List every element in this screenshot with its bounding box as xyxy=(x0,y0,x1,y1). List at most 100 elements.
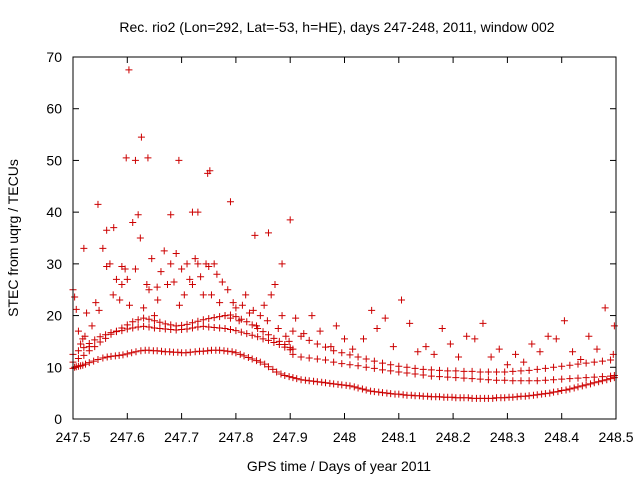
data-point xyxy=(148,255,156,263)
data-point xyxy=(379,366,387,374)
data-point xyxy=(156,325,164,332)
data-point xyxy=(326,379,334,387)
data-point xyxy=(354,384,362,392)
data-point xyxy=(463,332,471,340)
data-point xyxy=(574,374,582,382)
data-point xyxy=(297,376,305,384)
data-point xyxy=(590,358,598,366)
data-point xyxy=(346,361,354,369)
data-point xyxy=(313,355,321,363)
data-point xyxy=(199,291,207,299)
y-tick-label: 40 xyxy=(46,204,62,220)
data-point xyxy=(210,314,218,322)
data-point xyxy=(199,322,207,330)
data-point xyxy=(525,366,533,374)
data-point xyxy=(205,262,213,270)
data-point xyxy=(259,328,267,336)
data-point xyxy=(254,333,262,341)
data-point xyxy=(109,291,117,299)
data-point xyxy=(338,360,346,368)
data-point xyxy=(379,389,387,397)
data-point xyxy=(358,385,366,393)
data-point xyxy=(188,319,196,327)
data-point xyxy=(137,133,145,141)
data-point xyxy=(123,321,131,329)
data-point xyxy=(197,273,205,281)
data-point xyxy=(226,314,234,322)
data-point xyxy=(370,357,378,365)
data-point xyxy=(216,324,224,332)
data-point xyxy=(578,382,586,390)
data-point xyxy=(106,260,114,268)
data-point xyxy=(321,343,329,351)
data-point xyxy=(95,306,103,314)
data-point xyxy=(77,340,85,348)
data-point xyxy=(175,301,183,309)
data-point xyxy=(194,317,202,325)
data-point xyxy=(270,334,278,342)
data-point xyxy=(484,376,492,384)
data-point xyxy=(282,332,290,340)
data-point xyxy=(541,364,549,372)
data-point xyxy=(102,334,110,342)
data-point xyxy=(224,286,232,294)
data-point xyxy=(103,226,111,234)
data-point xyxy=(354,353,362,361)
data-point xyxy=(221,325,229,332)
data-point xyxy=(129,324,137,332)
data-point xyxy=(205,315,213,323)
data-point xyxy=(167,211,175,219)
data-point xyxy=(403,363,411,371)
data-point xyxy=(178,265,186,273)
data-point xyxy=(167,321,175,329)
data-point xyxy=(285,373,293,381)
x-tick-label: 248.2 xyxy=(436,429,471,445)
data-point xyxy=(595,378,603,386)
data-point xyxy=(205,323,213,331)
data-point xyxy=(107,352,115,360)
data-point xyxy=(301,376,309,384)
x-tick-label: 247.6 xyxy=(110,429,145,445)
data-point xyxy=(501,394,509,402)
data-point xyxy=(370,364,378,372)
data-point xyxy=(446,340,454,348)
data-point xyxy=(99,354,107,362)
data-point xyxy=(525,377,533,385)
data-point xyxy=(293,375,301,383)
data-point xyxy=(574,383,582,391)
data-point xyxy=(277,370,285,378)
data-point xyxy=(278,312,286,320)
data-point xyxy=(493,368,501,376)
data-point xyxy=(346,382,354,390)
data-point xyxy=(218,278,226,286)
data-point xyxy=(560,317,568,325)
data-point xyxy=(305,377,313,385)
data-point xyxy=(558,375,566,383)
data-point xyxy=(598,357,606,365)
data-point xyxy=(318,378,326,386)
data-point xyxy=(525,392,533,400)
data-point xyxy=(406,319,414,327)
data-point xyxy=(334,380,342,388)
data-point xyxy=(436,393,444,401)
data-point xyxy=(590,373,598,381)
data-point xyxy=(213,270,221,278)
data-point xyxy=(242,291,250,299)
data-point xyxy=(160,247,168,255)
data-point xyxy=(533,365,541,373)
data-point xyxy=(116,296,124,304)
data-point xyxy=(574,360,582,368)
data-point xyxy=(338,349,346,357)
data-point xyxy=(487,353,495,361)
data-point xyxy=(206,167,214,175)
data-point xyxy=(586,380,594,388)
data-point xyxy=(550,363,558,371)
data-point xyxy=(156,318,164,326)
data-point xyxy=(569,348,577,356)
y-tick-label: 50 xyxy=(46,152,62,168)
data-point xyxy=(191,255,199,263)
data-point xyxy=(285,337,293,345)
data-point xyxy=(520,358,528,366)
data-point xyxy=(94,356,102,364)
data-point xyxy=(123,350,131,358)
